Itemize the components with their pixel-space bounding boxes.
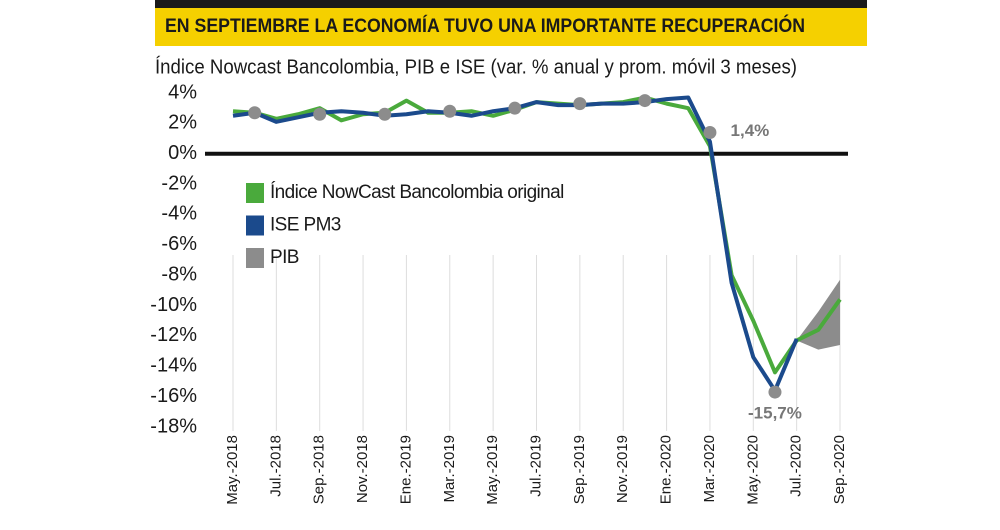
- line-series: [232, 95, 799, 393]
- dot: [378, 107, 392, 121]
- dot: [313, 107, 327, 121]
- y-tick-label: 4%: [168, 81, 197, 103]
- dot: [638, 94, 652, 108]
- legend-swatch: [246, 215, 264, 236]
- x-tick-label: Sep.-2020: [831, 435, 848, 504]
- legend-label: Índice NowCast Bancolombia original: [270, 182, 564, 203]
- dot: [768, 385, 782, 399]
- y-tick-label: -12%: [150, 324, 197, 346]
- y-tick-label: -8%: [161, 263, 197, 285]
- x-tick-label: Jul.-2020: [788, 435, 805, 497]
- chart-subtitle: Índice Nowcast Bancolombia, PIB e ISE (v…: [155, 55, 797, 78]
- legend-label: ISE PM3: [270, 215, 341, 236]
- x-tick-label: Mar.-2020: [701, 435, 718, 503]
- legend-swatch: [246, 248, 264, 268]
- x-tick-label: Ene.-2019: [397, 435, 414, 504]
- dot: [703, 125, 717, 139]
- x-tick-label: Ene.-2020: [658, 435, 675, 504]
- y-tick-label: -14%: [150, 355, 197, 377]
- legend-swatch: [246, 183, 264, 203]
- dot: [248, 106, 262, 120]
- x-tick-label: Jul.-2019: [527, 435, 544, 497]
- x-tick-label: Jul.-2018: [267, 435, 284, 497]
- x-tick-label: Mar.-2019: [441, 435, 458, 503]
- x-tick-label: May.-2020: [744, 435, 761, 505]
- y-tick-label: -10%: [150, 294, 197, 316]
- top-rule: [155, 0, 867, 8]
- title-banner: [155, 8, 867, 46]
- y-tick-label: -16%: [150, 385, 197, 407]
- dot: [573, 97, 587, 111]
- y-tick-label: -6%: [161, 233, 197, 255]
- y-tick-label: -18%: [150, 415, 197, 437]
- legend-label: PIB: [270, 247, 299, 268]
- data-label: -15,7%: [748, 404, 802, 423]
- dot: [443, 104, 457, 118]
- x-tick-label: Sep.-2019: [571, 435, 588, 504]
- dot: [508, 101, 522, 115]
- x-tick-label: Nov.-2018: [354, 435, 371, 503]
- y-tick-label: 0%: [168, 142, 197, 164]
- chart-title: EN SEPTIEMBRE LA ECONOMÍA TUVO UNA IMPOR…: [165, 15, 805, 37]
- forecast-band: [796, 279, 840, 350]
- x-tick-label: Nov.-2019: [614, 435, 631, 503]
- x-tick-label: May.-2019: [484, 435, 501, 505]
- data-label: 1,4%: [731, 121, 770, 140]
- y-tick-label: -4%: [161, 203, 197, 225]
- y-tick-label: 2%: [168, 112, 197, 134]
- y-tick-label: -2%: [161, 172, 197, 194]
- x-tick-label: Sep.-2018: [311, 435, 328, 504]
- x-tick-label: May.-2018: [224, 435, 241, 505]
